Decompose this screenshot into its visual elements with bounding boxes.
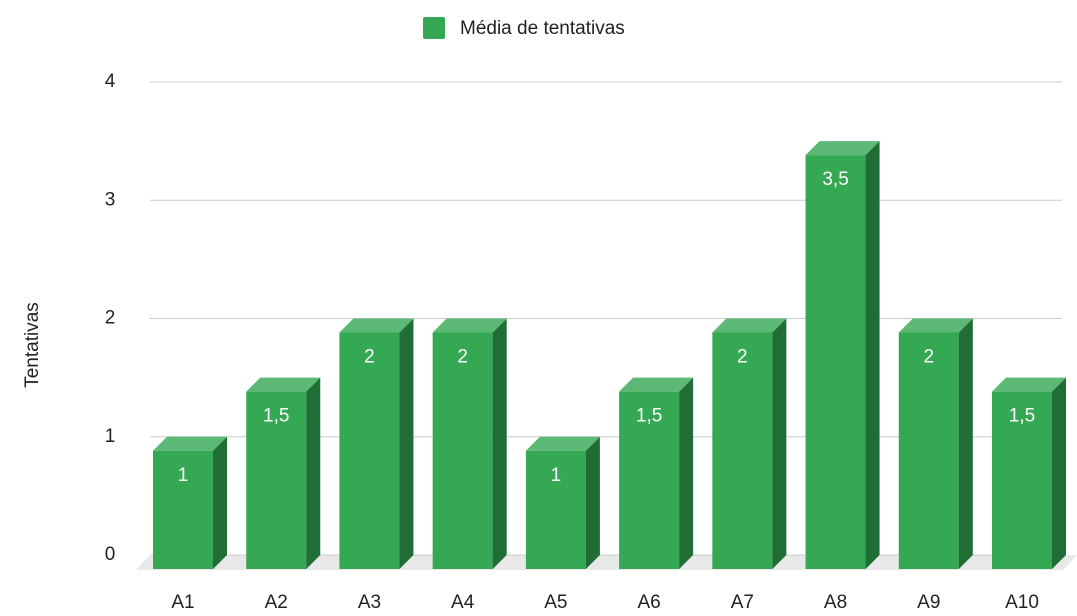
x-tick-label: A1 — [171, 592, 194, 613]
bar-top-light — [898, 318, 973, 333]
data-label: 1 — [178, 465, 189, 486]
bar-top — [432, 318, 507, 333]
bar-top — [898, 318, 973, 333]
y-tick-label: 1 — [105, 426, 116, 447]
bar — [898, 318, 973, 569]
bar-top-light — [339, 318, 414, 333]
bar — [246, 377, 321, 569]
bar-side-shade — [772, 318, 787, 569]
bar — [805, 141, 880, 569]
bar-top — [525, 436, 600, 451]
data-label: 1,5 — [636, 406, 662, 427]
x-tick-label: A4 — [451, 592, 475, 613]
bar — [339, 318, 414, 569]
legend-label: Média de tentativas — [460, 18, 625, 39]
data-label: 2 — [737, 347, 748, 368]
bar-top — [712, 318, 787, 333]
data-label: 3,5 — [822, 169, 848, 190]
bar-front — [898, 332, 959, 569]
x-tick-label: A7 — [731, 592, 754, 613]
bar — [432, 318, 507, 569]
bar-top — [805, 141, 880, 156]
bar-top-light — [525, 436, 600, 451]
bar-front — [339, 332, 400, 569]
bar-side-shade — [213, 436, 227, 569]
x-tick-label: A9 — [917, 592, 940, 613]
data-label: 2 — [457, 347, 468, 368]
data-label: 1 — [551, 465, 562, 486]
x-tick-label: A8 — [824, 592, 847, 613]
bar-side — [306, 377, 321, 569]
bar-top-light — [805, 141, 880, 156]
bar-top-light — [619, 377, 694, 392]
bar-side — [772, 318, 787, 569]
legend-swatch — [423, 17, 445, 39]
bar-side-shade — [306, 377, 321, 569]
bar-side — [213, 436, 227, 569]
bar-top — [246, 377, 321, 392]
bar-top — [619, 377, 694, 392]
bar-side-shade — [492, 318, 507, 569]
bar-front — [153, 450, 213, 569]
bar-side-shade — [958, 318, 973, 569]
bar-front — [712, 332, 773, 569]
bar-side — [399, 318, 414, 569]
bar-top-light — [992, 377, 1066, 392]
bar-side — [492, 318, 507, 569]
bar-top — [153, 436, 227, 451]
bar-side — [958, 318, 973, 569]
bar-front — [525, 450, 586, 569]
bar-side-shade — [679, 377, 694, 569]
bar-front — [992, 391, 1052, 569]
bar-side-shade — [585, 436, 600, 569]
bar-front — [619, 391, 680, 569]
x-tick-label: A10 — [1005, 592, 1039, 613]
bar — [619, 377, 694, 569]
bar-top-light — [712, 318, 787, 333]
x-tick-label: A5 — [544, 592, 567, 613]
bar — [153, 436, 227, 569]
y-tick-label: 3 — [105, 189, 116, 210]
y-tick-label: 2 — [105, 308, 116, 329]
bar — [992, 377, 1066, 569]
bar-side-shade — [399, 318, 414, 569]
x-tick-label: A3 — [358, 592, 381, 613]
bar — [525, 436, 600, 569]
bar-side — [585, 436, 600, 569]
x-tick-label: A6 — [637, 592, 660, 613]
bar-side-shade — [1052, 377, 1066, 569]
bar-side — [865, 141, 880, 569]
bar-front — [246, 391, 307, 569]
bar-side-shade — [865, 141, 880, 569]
data-label: 1,5 — [1009, 406, 1035, 427]
bar-front — [432, 332, 493, 569]
x-tick-label: A2 — [265, 592, 288, 613]
bar-front — [805, 155, 866, 569]
data-label: 2 — [923, 347, 934, 368]
y-tick-label: 4 — [105, 71, 116, 92]
bar-top-light — [432, 318, 507, 333]
data-label: 1,5 — [263, 406, 289, 427]
bar-top-light — [246, 377, 321, 392]
data-label: 2 — [364, 347, 375, 368]
bar-top — [992, 377, 1066, 392]
y-axis-label: Tentativas — [22, 302, 43, 388]
bar-side — [679, 377, 694, 569]
bar-top-light — [153, 436, 227, 451]
y-tick-label: 0 — [105, 544, 116, 565]
bar-side — [1052, 377, 1066, 569]
bar-top — [339, 318, 414, 333]
bar — [712, 318, 787, 569]
